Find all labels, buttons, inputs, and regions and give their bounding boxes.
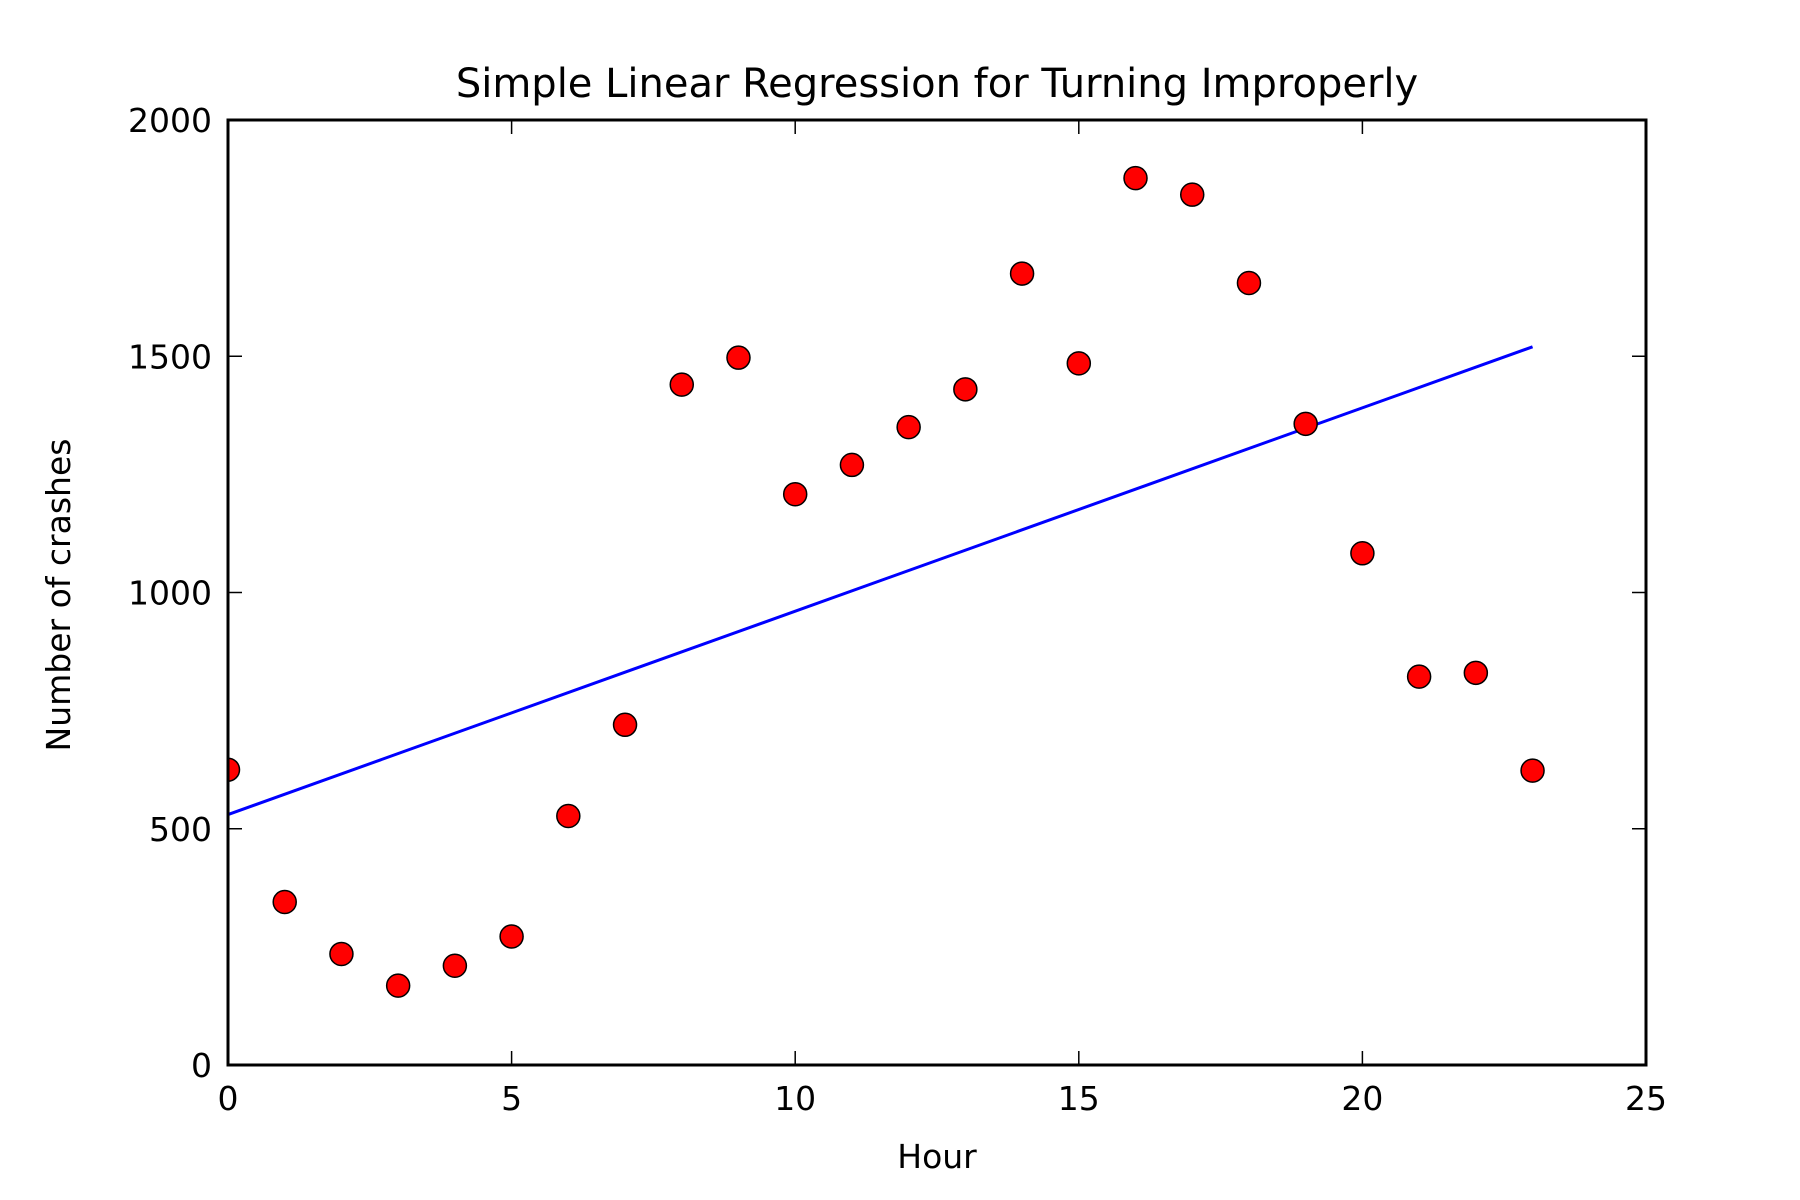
data-point [1009, 261, 1035, 286]
data-point [782, 481, 808, 507]
chart-title: Simple Linear Regression for Turning Imp… [456, 61, 1418, 107]
y-tick-label: 0 [191, 1046, 212, 1085]
x-tick-label: 5 [501, 1079, 522, 1118]
data-point [612, 712, 638, 738]
data-point [228, 757, 241, 782]
x-tick-label: 20 [1341, 1079, 1383, 1118]
data-point [1123, 165, 1148, 191]
data-point [1463, 660, 1489, 686]
data-point [1350, 541, 1375, 566]
data-point [1066, 351, 1092, 376]
data-point [839, 452, 865, 478]
x-tick-label: 25 [1625, 1079, 1667, 1118]
y-axis-label: Number of crashes [39, 439, 78, 752]
y-tick-label: 500 [149, 810, 212, 849]
data-point [1520, 758, 1545, 783]
x-tick-label: 15 [1058, 1079, 1100, 1118]
data-point [329, 941, 354, 967]
x-tick-label: 0 [218, 1079, 239, 1118]
x-axis-label: Hour [897, 1137, 977, 1176]
data-point [1293, 411, 1318, 437]
x-tick-label: 10 [774, 1079, 816, 1118]
regression-line [227, 345, 1534, 816]
plot-frame [226, 118, 1648, 1067]
data-point [385, 973, 411, 998]
data-point [669, 372, 695, 397]
y-tick-label: 1500 [128, 337, 212, 376]
data-point [272, 889, 297, 915]
data-point [442, 953, 468, 979]
data-point [1406, 664, 1432, 689]
data-point [726, 345, 751, 370]
data-point [556, 803, 581, 829]
plot-area: 0 5 10 15 20 25 0 500 1000 1500 2000 [128, 101, 1667, 1118]
y-tick-label: 2000 [128, 101, 212, 140]
data-point [499, 924, 524, 949]
data-point [896, 414, 921, 440]
data-point [1179, 182, 1205, 207]
data-point [1236, 270, 1262, 296]
y-tick-label: 1000 [128, 574, 212, 613]
data-point [953, 377, 978, 402]
